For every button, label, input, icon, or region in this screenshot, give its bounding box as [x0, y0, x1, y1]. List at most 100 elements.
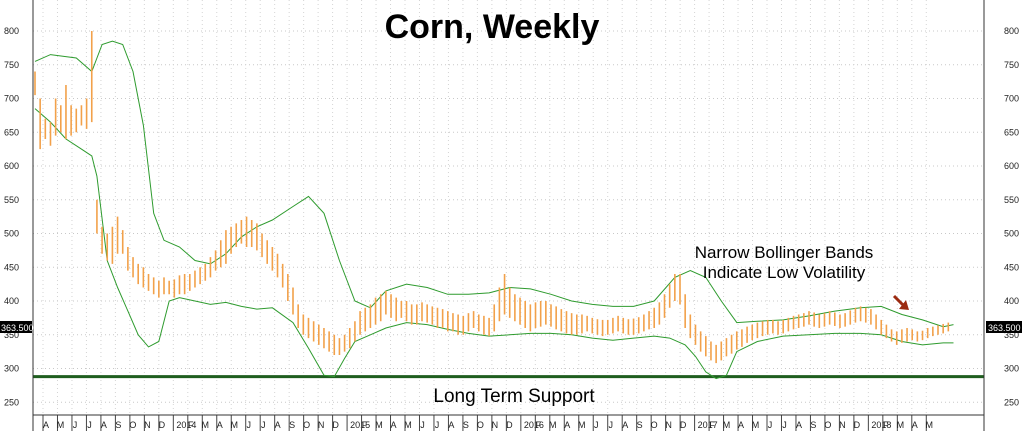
x-tick-label-55: N	[839, 420, 846, 430]
y-tick-right-750: 750	[1004, 60, 1019, 70]
x-tick-label-17: S	[289, 420, 295, 430]
x-tick-label-53: S	[810, 420, 816, 430]
x-tick-label-11: M	[202, 420, 210, 430]
x-tick-label-8: D	[159, 420, 166, 430]
y-tick-right-550: 550	[1004, 195, 1019, 205]
bands-note-line2: Indicate Low Volatility	[703, 263, 866, 282]
x-tick-label-38: J	[594, 420, 599, 430]
y-tick-right-500: 500	[1004, 229, 1019, 239]
y-tick-left-500: 500	[4, 229, 19, 239]
x-tick-label-24: A	[391, 420, 397, 430]
y-tick-right-400: 400	[1004, 296, 1019, 306]
x-tick-label-7: N	[144, 420, 151, 430]
y-tick-left-700: 700	[4, 94, 19, 104]
y-tick-left-400: 400	[4, 296, 19, 306]
x-tick-label-23: M	[375, 420, 383, 430]
x-tick-label-28: A	[448, 420, 454, 430]
x-tick-label-5: S	[115, 420, 121, 430]
x-tick-label-1: M	[57, 420, 65, 430]
x-tick-label-39: J	[608, 420, 613, 430]
x-tick-label-56: D	[854, 420, 861, 430]
grid-lines	[33, 0, 984, 415]
x-tick-label-49: M	[752, 420, 760, 430]
x-tick-label-3: J	[87, 420, 92, 430]
x-tick-label-20: D	[332, 420, 339, 430]
x-tick-label-41: S	[637, 420, 643, 430]
y-tick-left-650: 650	[4, 127, 19, 137]
x-tick-label-9: 2014	[176, 420, 196, 430]
price-label-right: 363.500	[988, 323, 1021, 333]
x-tick-label-34: F	[536, 420, 542, 430]
x-tick-label-22: F	[362, 420, 368, 430]
y-tick-right-800: 800	[1004, 26, 1019, 36]
x-tick-label-14: J	[246, 420, 251, 430]
x-tick-label-47: M	[723, 420, 731, 430]
x-tick-label-61: M	[926, 420, 934, 430]
x-tick-label-37: M	[578, 420, 586, 430]
x-tick-label-30: O	[477, 420, 484, 430]
x-tick-label-2: J	[73, 420, 78, 430]
y-tick-left-800: 800	[4, 26, 19, 36]
x-tick-label-12: A	[217, 420, 223, 430]
y-tick-right-450: 450	[1004, 262, 1019, 272]
upper-bollinger-band	[34, 40, 954, 328]
y-tick-left-750: 750	[4, 60, 19, 70]
x-tick-label-51: J	[782, 420, 787, 430]
y-tick-left-550: 550	[4, 195, 19, 205]
x-tick-label-13: M	[230, 420, 238, 430]
x-tick-label-58: F	[883, 420, 889, 430]
y-tick-right-300: 300	[1004, 364, 1019, 374]
price-label-left: 363.500	[1, 323, 34, 333]
x-tick-label-0: A	[43, 420, 49, 430]
x-tick-label-43: N	[665, 420, 672, 430]
x-tick-label-33: 2016	[524, 420, 544, 430]
price-bars	[34, 31, 950, 364]
x-tick-label-15: J	[261, 420, 266, 430]
x-tick-label-40: A	[622, 420, 628, 430]
y-tick-left-450: 450	[4, 262, 19, 272]
chart-title: Corn, Weekly	[385, 8, 600, 46]
y-tick-right-650: 650	[1004, 127, 1019, 137]
x-tick-label-46: F	[709, 420, 715, 430]
y-tick-left-600: 600	[4, 161, 19, 171]
x-tick-label-16: A	[275, 420, 281, 430]
x-tick-label-36: A	[564, 420, 570, 430]
x-tick-label-59: M	[897, 420, 905, 430]
x-tick-label-57: 2018	[871, 420, 891, 430]
x-tick-label-6: O	[129, 420, 136, 430]
x-tick-label-60: A	[912, 420, 918, 430]
x-tick-label-18: O	[303, 420, 310, 430]
x-tick-label-50: J	[768, 420, 773, 430]
arrow-icon	[892, 294, 909, 310]
x-tick-label-45: 2017	[698, 420, 718, 430]
x-tick-label-27: J	[435, 420, 440, 430]
x-tick-label-29: S	[463, 420, 469, 430]
support-label: Long Term Support	[433, 386, 595, 407]
y-tick-left-350: 350	[4, 330, 19, 340]
price-label-left-bg	[0, 320, 32, 333]
y-tick-right-350: 350	[1004, 330, 1019, 340]
x-tick-label-54: O	[824, 420, 831, 430]
x-tick-label-4: A	[101, 420, 107, 430]
x-tick-label-26: J	[420, 420, 425, 430]
price-label-right-bg	[986, 320, 1022, 333]
y-tick-right-250: 250	[1004, 397, 1019, 407]
x-tick-label-42: O	[651, 420, 658, 430]
x-tick-label-52: A	[796, 420, 802, 430]
x-tick-label-48: A	[738, 420, 744, 430]
x-tick-label-25: M	[404, 420, 412, 430]
x-tick-label-31: N	[492, 420, 499, 430]
y-tick-left-300: 300	[4, 364, 19, 374]
x-tick-label-35: M	[549, 420, 557, 430]
x-tick-label-19: N	[318, 420, 325, 430]
y-tick-left-250: 250	[4, 397, 19, 407]
x-tick-label-10: F	[188, 420, 194, 430]
y-tick-right-700: 700	[1004, 94, 1019, 104]
bands-note-line1: Narrow Bollinger Bands	[695, 243, 874, 262]
x-tick-label-44: D	[680, 420, 687, 430]
x-tick-label-21: 2015	[350, 420, 370, 430]
